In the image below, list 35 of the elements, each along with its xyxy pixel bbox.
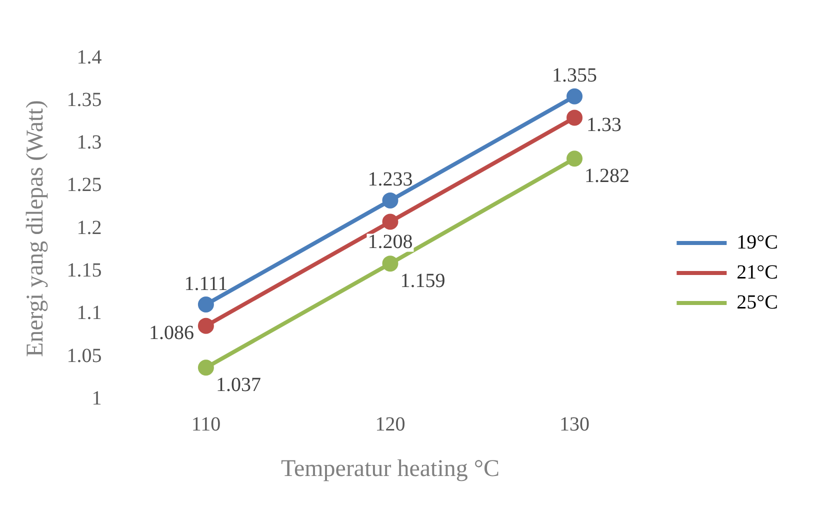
data-label: 1.208 [368, 231, 413, 254]
point [382, 256, 398, 272]
legend-label: 21°C [736, 261, 778, 284]
legend-label: 25°C [736, 291, 778, 314]
x-tick-label: 130 [560, 413, 590, 436]
y-tick-label: 1.35 [66, 88, 102, 111]
y-tick-label: 1.4 [76, 46, 102, 68]
data-label: 1.233 [368, 168, 413, 191]
y-axis-title: Energi yang dilepas (Watt) [22, 100, 49, 358]
x-tick-label: 120 [375, 413, 406, 436]
data-label: 1.159 [400, 270, 446, 292]
point [198, 296, 214, 313]
data-label: 1.33 [586, 114, 622, 136]
point [566, 88, 583, 104]
legend-label: 19°C [736, 231, 778, 254]
x-tick-label: 110 [191, 413, 221, 436]
x-axis-title: Temperatur heating °C [280, 456, 500, 482]
y-tick-label: 1 [92, 387, 102, 410]
point [566, 110, 583, 126]
y-tick-label: 1.3 [76, 132, 102, 154]
y-tick-label: 1.25 [66, 174, 102, 196]
y-tick-label: 1.15 [66, 260, 102, 282]
data-label: 1.037 [216, 374, 261, 396]
y-tick-label: 1.2 [76, 216, 102, 239]
data-label: 1.355 [552, 64, 598, 87]
data-label: 1.111 [184, 272, 228, 295]
y-tick-label: 1.05 [66, 344, 102, 367]
point [382, 214, 398, 230]
point [382, 192, 398, 208]
point [566, 150, 583, 167]
point [198, 360, 214, 376]
y-tick-label: 1.1 [76, 302, 102, 324]
point [198, 318, 214, 334]
data-label: 1.282 [584, 164, 630, 187]
data-label: 1.086 [148, 322, 194, 344]
